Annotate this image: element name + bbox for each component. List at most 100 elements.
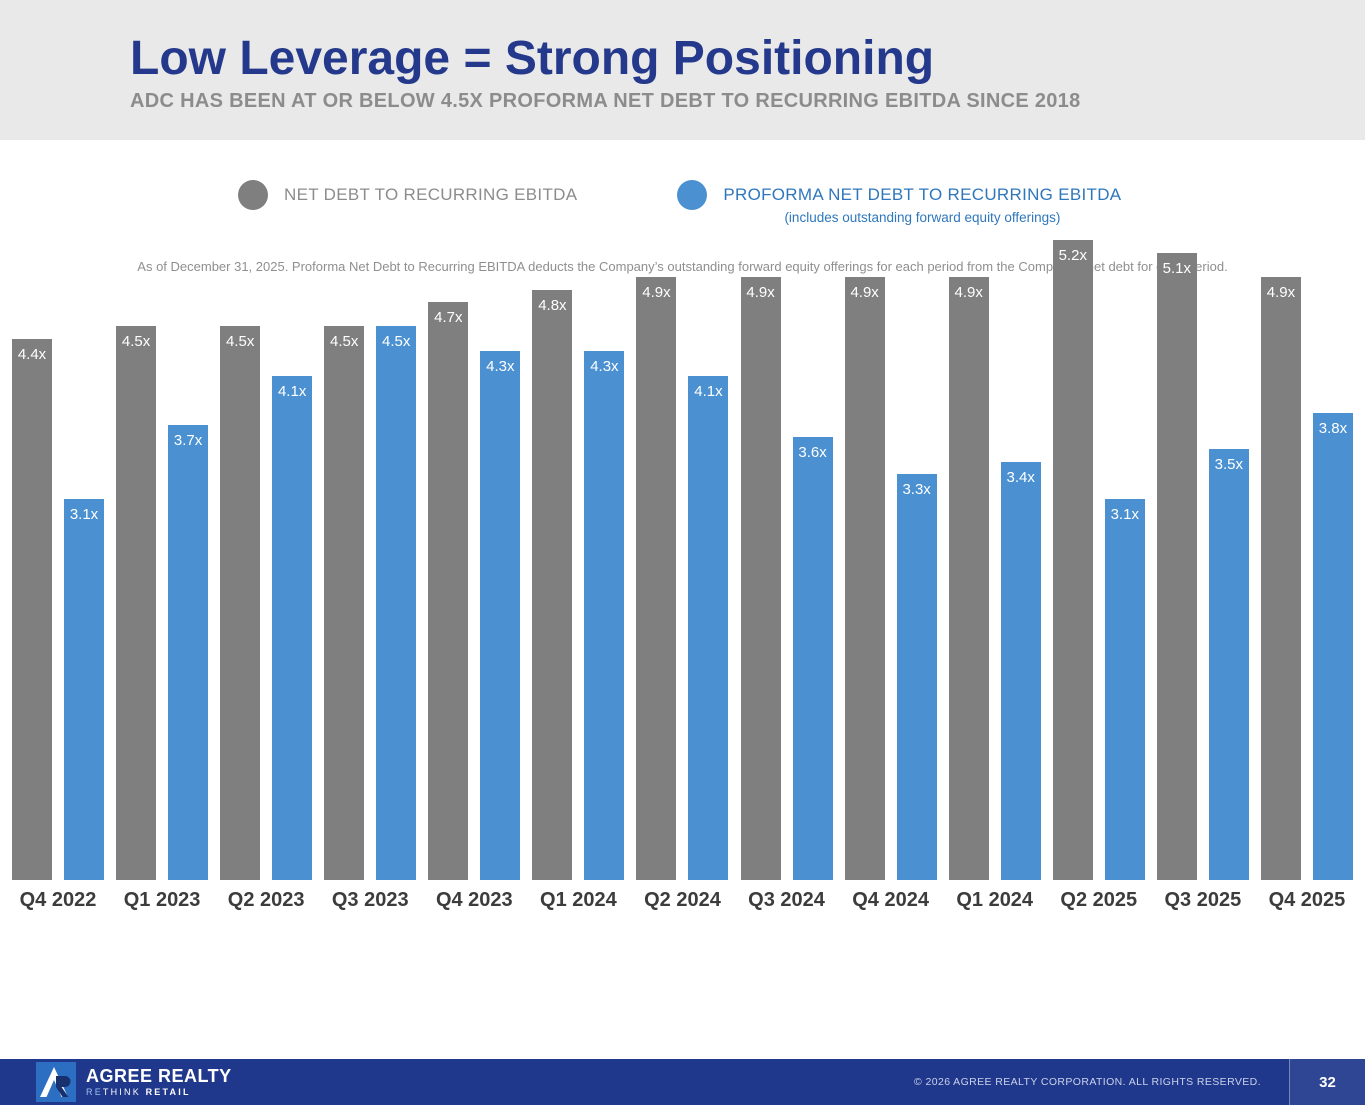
proforma-net-debt-bar: 4.1x	[272, 376, 313, 880]
page-subtitle: ADC HAS BEEN AT OR BELOW 4.5X PROFORMA N…	[130, 90, 1081, 113]
bar-value-label: 3.5x	[1214, 456, 1244, 473]
bar-group: 4.9x 3.6x Q3 2024	[740, 148, 833, 912]
bar-value-label: 4.7x	[434, 309, 463, 326]
legend-item-net-debt: NET DEBT TO RECURRING EBITDA	[238, 180, 577, 210]
bar-value-label: 5.1x	[1162, 260, 1192, 277]
legend-item-proforma: PROFORMA NET DEBT TO RECURRING EBITDA (i…	[677, 180, 1121, 225]
bar-chart: 4.4x 3.1x Q4 2022 4.5x 3.7x Q1 2023 4.5x 4.1x Q2…	[8, 148, 1357, 912]
net-debt-bar: 4.4x	[12, 339, 52, 880]
footer-right: © 2026 AGREE REALTY CORPORATION. ALL RIG…	[914, 1059, 1365, 1105]
bar-value-label: 3.1x	[1110, 506, 1139, 523]
x-axis-label: Q3 2023	[331, 889, 409, 911]
bar-value-label: 5.2x	[1058, 247, 1087, 264]
net-debt-bar: 4.5x	[116, 326, 157, 880]
net-debt-bar: 5.2x	[1052, 240, 1093, 880]
x-axis-label: Q3 2025	[1164, 889, 1242, 911]
header: Low Leverage = Strong Positioning ADC HA…	[0, 0, 1365, 140]
net-debt-bar: 4.9x	[844, 277, 885, 880]
bar-value-label: 3.8x	[1318, 420, 1348, 437]
tagline-think: THINK	[102, 1087, 146, 1098]
bar-value-label: 4.1x	[277, 383, 307, 400]
proforma-net-debt-bar: 4.3x	[480, 351, 521, 880]
brand-tagline: RETHINK RETAIL	[86, 1087, 232, 1097]
page-number: 32	[1289, 1059, 1365, 1105]
net-debt-bar: 4.9x	[636, 277, 677, 880]
bar-group: 4.9x 3.8x Q4 2025	[1260, 148, 1353, 912]
proforma-net-debt-bar: 3.5x	[1208, 449, 1249, 880]
brand: AGREE REALTY RETHINK RETAIL	[0, 1062, 232, 1102]
x-axis-label: Q2 2025	[1060, 889, 1138, 911]
gray-legend-swatch-icon	[238, 180, 268, 210]
agree-realty-logo-icon	[36, 1062, 76, 1102]
proforma-net-debt-bar: 3.7x	[168, 425, 209, 880]
proforma-net-debt-bar: 3.8x	[1312, 413, 1353, 880]
gray-legend-label: NET DEBT TO RECURRING EBITDA	[284, 185, 578, 204]
footer: AGREE REALTY RETHINK RETAIL © 2026 AGREE…	[0, 1059, 1365, 1105]
copyright-text: © 2026 AGREE REALTY CORPORATION. ALL RIG…	[914, 1076, 1261, 1088]
bar-group: 5.2x 3.1x Q2 2025	[1052, 148, 1145, 912]
x-axis-label: Q4 2022	[19, 889, 97, 911]
bar-group: 4.9x 3.4x Q1 2024	[948, 148, 1041, 912]
bar-group: 5.1x 3.5x Q3 2025	[1156, 148, 1249, 912]
bar-value-label: 4.9x	[746, 284, 775, 301]
legend: NET DEBT TO RECURRING EBITDA PROFORMA NE…	[0, 180, 1365, 225]
x-axis-label: Q4 2023	[435, 889, 513, 911]
bar-value-label: 3.7x	[173, 432, 203, 449]
net-debt-bar: 4.9x	[948, 277, 989, 880]
page-title: Low Leverage = Strong Positioning	[130, 32, 935, 85]
bar-value-label: 4.3x	[486, 358, 515, 375]
net-debt-bar: 4.5x	[324, 326, 365, 880]
blue-legend-sublabel: (includes outstanding forward equity off…	[784, 210, 1061, 225]
net-debt-bar: 5.1x	[1156, 253, 1197, 880]
proforma-net-debt-bar: 3.3x	[896, 474, 937, 880]
x-axis-label: Q1 2024	[540, 889, 617, 911]
bar-value-label: 4.3x	[590, 358, 619, 375]
proforma-net-debt-bar: 3.1x	[64, 499, 104, 880]
bar-group: 4.5x 3.7x Q1 2023	[116, 148, 209, 912]
net-debt-bar: 4.9x	[740, 277, 781, 880]
bar-value-label: 4.5x	[225, 333, 255, 350]
bar-value-label: 3.3x	[902, 481, 931, 498]
net-debt-bar: 4.7x	[428, 302, 469, 880]
proforma-net-debt-bar: 3.1x	[1104, 499, 1145, 880]
bar-value-label: 4.9x	[850, 284, 879, 301]
proforma-net-debt-bar: 3.6x	[792, 437, 833, 880]
bar-value-label: 4.8x	[538, 297, 567, 314]
bar-group: 4.9x 3.3x Q4 2024	[844, 148, 937, 912]
blue-legend-swatch-icon	[677, 180, 708, 210]
bar-value-label: 3.6x	[798, 444, 827, 461]
bar-value-label: 3.1x	[69, 506, 99, 523]
bar-value-label: 4.1x	[694, 383, 723, 400]
x-axis-label: Q1 2024	[956, 889, 1034, 911]
bar-value-label: 3.4x	[1006, 469, 1035, 486]
bar-value-label: 4.9x	[642, 284, 671, 301]
net-debt-bar: 4.9x	[1260, 277, 1301, 880]
x-axis-label: Q2 2023	[227, 889, 305, 911]
proforma-net-debt-bar: 4.5x	[376, 326, 417, 880]
bar-value-label: 4.4x	[17, 346, 47, 363]
bar-value-label: 4.5x	[382, 333, 411, 350]
x-axis-label: Q4 2025	[1268, 889, 1346, 911]
proforma-net-debt-bar: 4.1x	[688, 376, 729, 880]
bar-group: 4.8x 4.3x Q1 2024	[532, 148, 625, 912]
bar-group: 4.7x 4.3x Q4 2023	[428, 148, 521, 912]
x-axis-label: Q2 2024	[644, 889, 721, 911]
tagline-retail: RETAIL	[145, 1087, 191, 1098]
proforma-net-debt-bar: 4.3x	[584, 351, 625, 880]
proforma-net-debt-bar: 3.4x	[1000, 462, 1041, 880]
bar-value-label: 4.9x	[1266, 284, 1296, 301]
bar-value-label: 4.5x	[121, 333, 151, 350]
tagline-re: RE	[86, 1087, 103, 1098]
bar-group: 4.4x 3.1x Q4 2022	[12, 148, 104, 912]
bar-group: 4.5x 4.1x Q2 2023	[220, 148, 313, 912]
bar-groups: 4.4x 3.1x Q4 2022 4.5x 3.7x Q1 2023 4.5x 4.1x Q2…	[8, 148, 1357, 912]
bar-group: 4.9x 4.1x Q2 2024	[636, 148, 729, 912]
net-debt-bar: 4.5x	[220, 326, 261, 880]
x-axis-label: Q4 2024	[852, 889, 929, 911]
bar-value-label: 4.9x	[954, 284, 983, 301]
net-debt-bar: 4.8x	[532, 290, 573, 880]
x-axis-label: Q1 2023	[123, 889, 201, 911]
blue-legend-label: PROFORMA NET DEBT TO RECURRING EBITDA	[723, 185, 1122, 204]
brand-name: AGREE REALTY	[86, 1065, 232, 1086]
